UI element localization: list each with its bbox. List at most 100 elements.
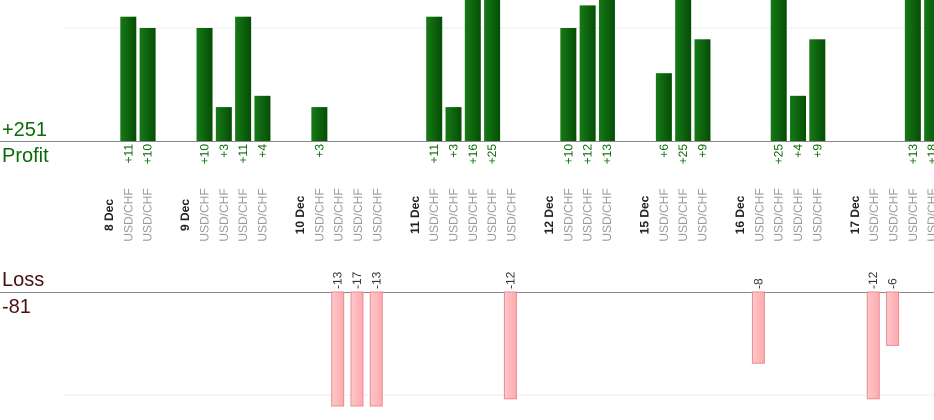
pair-label: USD/CHF [255, 188, 269, 241]
profit-bar [311, 107, 328, 141]
pair-label: USD/CHF [676, 188, 690, 241]
profit-value-label: +25 [485, 144, 499, 165]
profit-bar [254, 95, 271, 141]
loss-value-label: -12 [503, 271, 517, 289]
profit-bar [426, 16, 443, 142]
pair-label: USD/CHF [427, 188, 441, 241]
profit-value-label: +6 [657, 144, 671, 158]
day-label: 15 Dec [638, 195, 652, 234]
profit-value-label: +16 [466, 144, 480, 165]
profit-value-label: +4 [791, 144, 805, 158]
loss-bar [866, 291, 880, 400]
profit-bar [790, 95, 807, 141]
profit-bar [924, 0, 934, 141]
profit-value-label: +9 [695, 144, 709, 158]
pair-label: USD/CHF [867, 188, 881, 241]
profit-value-label: +13 [600, 144, 614, 165]
loss-total: -81 [2, 296, 31, 318]
profit-bar [196, 28, 213, 141]
pair-label: USD/CHF [906, 188, 920, 241]
pair-label: USD/CHF [887, 188, 901, 241]
pair-label: USD/CHF [581, 188, 595, 241]
pair-label: USD/CHF [121, 188, 135, 241]
loss-value-label: -13 [369, 271, 383, 289]
pair-label: USD/CHF [466, 188, 480, 241]
loss-label: Loss [2, 269, 45, 291]
loss-value-label: -17 [350, 271, 364, 289]
pair-label: USD/CHF [485, 188, 499, 241]
day-label: 12 Dec [542, 195, 556, 234]
profit-value-label: +3 [447, 144, 461, 158]
loss-bar [503, 291, 517, 400]
loss-bar [751, 291, 765, 364]
profit-bar [484, 0, 501, 141]
profit-value-label: +18 [925, 144, 934, 165]
pair-label: USD/CHF [351, 188, 365, 241]
pair-label: USD/CHF [141, 188, 155, 241]
pair-label: USD/CHF [217, 188, 231, 241]
loss-value-label: -12 [866, 271, 880, 289]
profit-label: Profit [2, 145, 49, 167]
pair-label: USD/CHF [236, 188, 250, 241]
pair-label: USD/CHF [447, 188, 461, 241]
pair-label: USD/CHF [752, 188, 766, 241]
pair-label: USD/CHF [332, 188, 346, 241]
pair-label: USD/CHF [925, 188, 934, 241]
loss-bar [886, 291, 900, 346]
profit-bar [675, 0, 692, 141]
pair-label: USD/CHF [504, 188, 518, 241]
profit-value-label: +10 [141, 144, 155, 165]
loss-bar [369, 291, 383, 407]
profit-bar [445, 107, 462, 141]
profit-bar [904, 0, 921, 141]
profit-value-label: +12 [581, 144, 595, 165]
profit-bar [215, 107, 232, 141]
pair-label: USD/CHF [810, 188, 824, 241]
pair-label: USD/CHF [657, 188, 671, 241]
loss-value-label: -8 [751, 278, 765, 289]
profit-bar [464, 0, 481, 141]
profit-value-label: +3 [217, 144, 231, 158]
day-label: 16 Dec [733, 195, 747, 234]
pair-label: USD/CHF [791, 188, 805, 241]
pair-label: USD/CHF [198, 188, 212, 241]
day-label: 9 Dec [178, 199, 192, 231]
profit-bar [560, 28, 577, 141]
profit-value-label: +10 [561, 144, 575, 165]
profit-total: +251 [2, 119, 48, 141]
pair-label: USD/CHF [370, 188, 384, 241]
profit-value-label: +25 [676, 144, 690, 165]
profit-bar [579, 5, 596, 142]
day-label: 17 Dec [848, 195, 862, 234]
loss-value-label: -6 [886, 278, 900, 289]
loss-value-label: -13 [331, 271, 345, 289]
pair-label: USD/CHF [772, 188, 786, 241]
profit-bar [120, 16, 137, 142]
profit-value-label: +11 [236, 144, 250, 164]
day-label: 8 Dec [102, 199, 116, 231]
profit-bar [655, 73, 672, 141]
profit-bar [598, 0, 615, 141]
pair-label: USD/CHF [695, 188, 709, 241]
profit-value-label: +4 [255, 144, 269, 158]
profit-bar [770, 0, 787, 141]
pair-label: USD/CHF [600, 188, 614, 241]
profit-value-label: +11 [121, 144, 135, 164]
profit-value-label: +10 [198, 144, 212, 165]
profit-bar [235, 16, 252, 142]
profit-bar [809, 39, 826, 141]
loss-bar [350, 291, 364, 407]
loss-bar [331, 291, 345, 407]
profit-value-label: +3 [312, 144, 326, 158]
profit-value-label: +11 [427, 144, 441, 164]
profit-value-label: +9 [810, 144, 824, 158]
profit-bar [694, 39, 711, 141]
pair-label: USD/CHF [561, 188, 575, 241]
profit-value-label: +25 [772, 144, 786, 165]
profit-bar [139, 28, 156, 141]
profit-value-label: +13 [906, 144, 920, 165]
day-label: 10 Dec [293, 195, 307, 234]
day-label: 11 Dec [408, 196, 422, 234]
pair-label: USD/CHF [312, 188, 326, 241]
